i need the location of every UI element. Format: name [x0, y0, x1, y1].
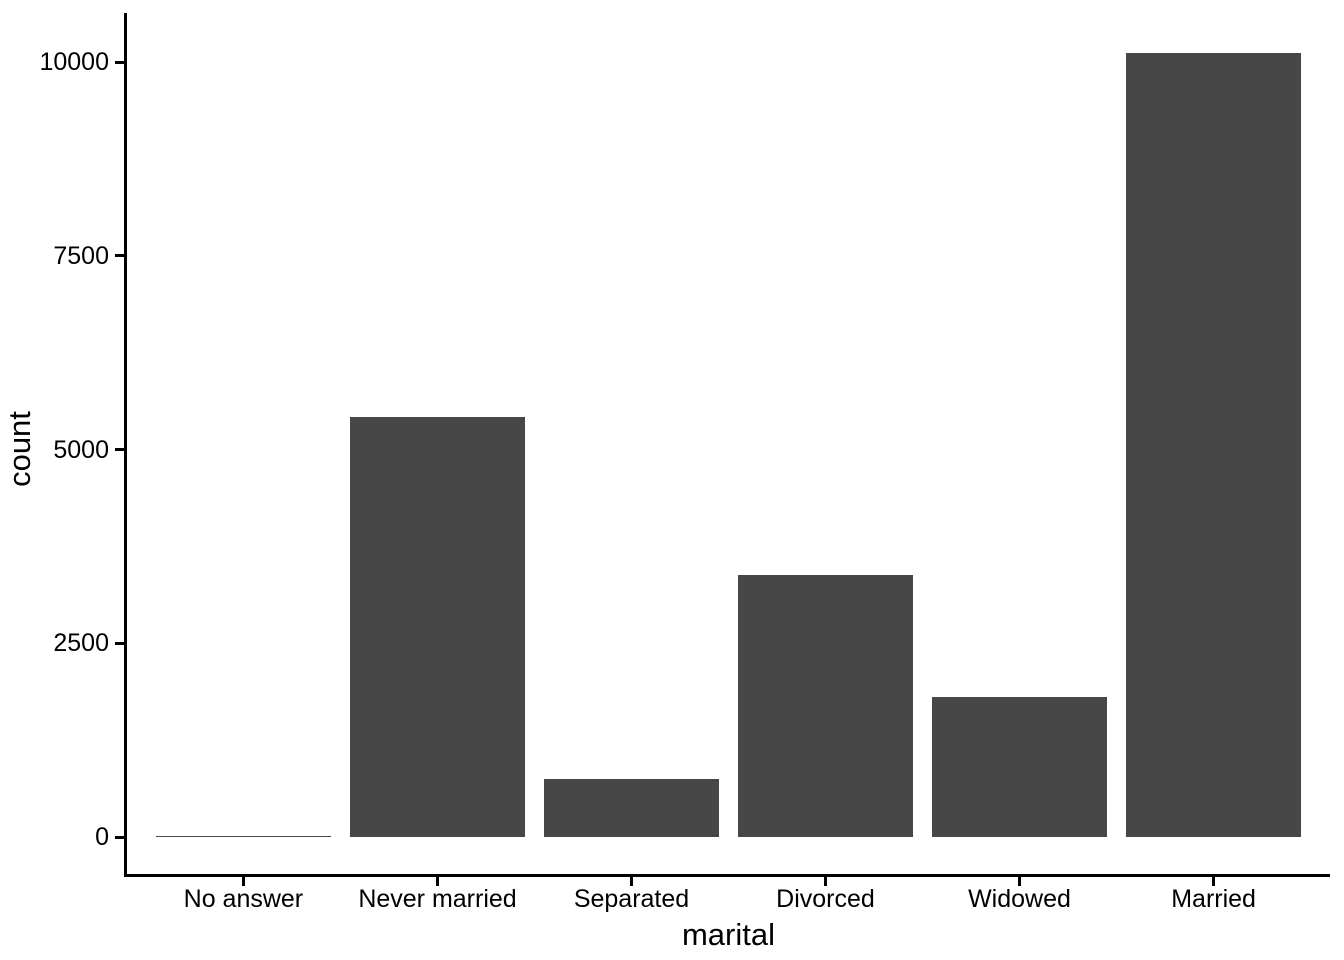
x-tick-label-widowed: Widowed — [968, 885, 1071, 913]
x-tick-separated — [630, 877, 633, 886]
x-tick-divorced — [824, 877, 827, 886]
x-tick-widowed — [1018, 877, 1021, 886]
x-tick-label-separated: Separated — [573, 885, 690, 913]
y-tick-label-0: 0 — [95, 823, 109, 851]
bar-separated — [544, 779, 719, 837]
x-tick-married — [1212, 877, 1216, 886]
y-axis-line — [124, 13, 127, 877]
bar-widowed — [932, 697, 1107, 837]
x-tick-label-divorced: Divorced — [776, 885, 875, 913]
bar-divorced — [738, 574, 913, 837]
x-axis-title: marital — [681, 917, 775, 952]
x-axis-line — [124, 874, 1330, 877]
y-tick-10000 — [115, 60, 124, 64]
x-tick-label-never-married: Never married — [358, 885, 517, 913]
y-tick-7500 — [115, 254, 124, 258]
y-tick-0 — [115, 835, 124, 839]
y-tick-5000 — [115, 448, 124, 451]
bar-never-married — [350, 417, 525, 837]
y-tick-label-5000: 5000 — [53, 435, 109, 464]
x-tick-label-married: Married — [1171, 885, 1256, 913]
y-tick-label-7500: 7500 — [53, 241, 109, 270]
bar-married — [1126, 52, 1301, 837]
x-tick-label-no-answer: No answer — [183, 885, 304, 913]
y-tick-2500 — [115, 641, 124, 645]
y-tick-label-2500: 2500 — [53, 629, 109, 658]
bar-no-answer — [156, 835, 331, 837]
x-tick-never-married — [436, 877, 439, 886]
x-tick-no-answer — [241, 877, 245, 886]
y-tick-label-10000: 10000 — [39, 48, 109, 76]
